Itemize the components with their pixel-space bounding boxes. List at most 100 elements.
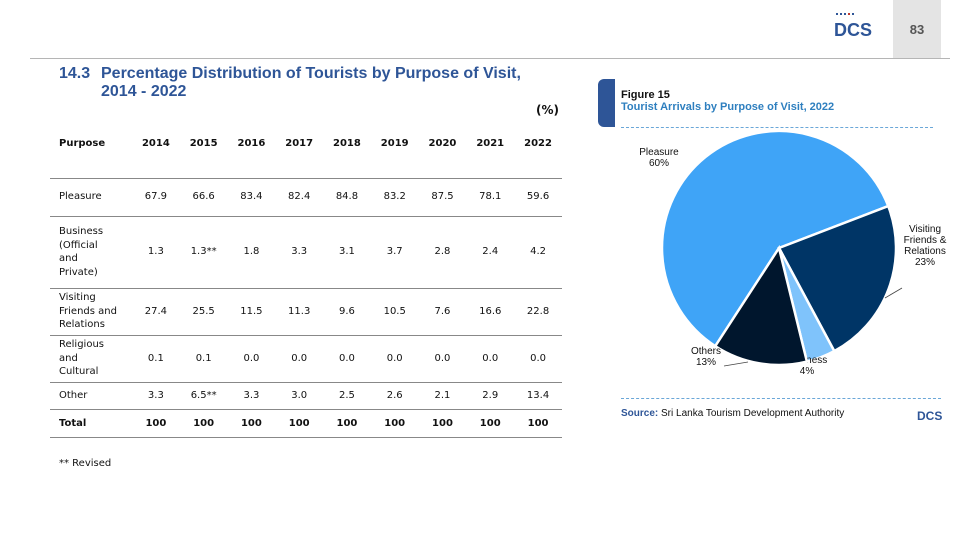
value-cell: 100 [514, 409, 562, 438]
value-cell: 16.6 [466, 288, 515, 336]
header-year: 2022 [524, 137, 552, 149]
value-cell: 10.5 [370, 288, 419, 336]
value-cell: 0.0 [418, 335, 467, 383]
value-cell: 0.0 [370, 335, 419, 383]
header-year: 2021 [476, 137, 505, 149]
pie-label: Visiting Friends & Relations 23% [904, 224, 947, 268]
value-cell: 13.4 [514, 382, 562, 410]
section-number: 14.3 [59, 65, 91, 82]
purpose-cell: Business (Official and Private) [50, 216, 132, 289]
header-divider [30, 58, 950, 59]
purpose-cell: Religious and Cultural [50, 335, 132, 383]
table-row: Business (Official and Private) 1.3 1.3** 1.8 3… [50, 216, 562, 289]
header-year: 2017 [285, 137, 314, 149]
value-cell: 3.3 [275, 216, 324, 289]
value-cell: 100 [466, 409, 515, 438]
source-label: Source: [621, 408, 659, 419]
table-header-row: Purpose 2014 2015 2016 2017 2018 2019 2020 2021 2… [50, 128, 562, 158]
value-cell: 100 [132, 409, 180, 438]
value-cell: 100 [275, 409, 324, 438]
purpose-cell: Visiting Friends and Relations [50, 288, 132, 336]
pie-slice-others [713, 244, 809, 367]
value-cell: 66.6 [179, 178, 228, 217]
table-row: Religious and Cultural 0.1 0.1 0.0 0.0 0.0 0.0 0.… [50, 335, 562, 383]
header-year: 2015 [189, 137, 218, 149]
figure-accent-bar [598, 79, 615, 127]
value-cell: 2.1 [418, 382, 467, 410]
purpose-table: Purpose 2014 2015 2016 2017 2018 2019 2020 2021 2… [50, 128, 562, 438]
header-year: 2014 [141, 137, 170, 149]
value-cell: 2.5 [323, 382, 371, 410]
value-cell: 100 [370, 409, 419, 438]
value-cell: 59.6 [514, 178, 562, 217]
section-title-line2: 2014 - 2022 [101, 83, 187, 100]
value-cell: 0.0 [514, 335, 562, 383]
value-cell: 82.4 [275, 178, 324, 217]
source-text: Sri Lanka Tourism Development Authority [661, 408, 845, 419]
value-cell: 3.7 [370, 216, 419, 289]
pie-label: Others 13% [691, 346, 721, 368]
value-cell: 11.3 [275, 288, 324, 336]
value-cell: 22.8 [514, 288, 562, 336]
purpose-cell: Total [50, 409, 132, 438]
table-total-row: Total 100 100 100 100 100 100 100 100 100 [50, 409, 562, 438]
value-cell: 0.0 [323, 335, 371, 383]
value-cell: 100 [418, 409, 467, 438]
logo-small-text: DCS [917, 409, 942, 421]
value-cell: 83.4 [227, 178, 276, 217]
header-year: 2018 [333, 137, 361, 149]
dcs-logo-small: DCS [917, 409, 942, 421]
value-cell: 1.3 [132, 216, 180, 289]
table-row: Pleasure 67.9 66.6 83.4 82.4 84.8 83.2 87.5 78.1… [50, 178, 562, 217]
value-cell: 9.6 [323, 288, 371, 336]
value-cell: 83.2 [370, 178, 419, 217]
value-cell: 11.5 [227, 288, 276, 336]
logo-text: DCS [834, 20, 872, 38]
value-cell: 1.8 [227, 216, 276, 289]
value-cell: 78.1 [466, 178, 515, 217]
value-cell: 100 [323, 409, 371, 438]
value-cell: 2.4 [466, 216, 515, 289]
figure-source: Source: Sri Lanka Tourism Development Au… [621, 408, 844, 419]
section-title: 14.3 Percentage Distribution of Tourists … [59, 65, 559, 101]
value-cell: 3.3 [132, 382, 180, 410]
pie-chart: Pleasure 60% Visiting Friends & Relations 23%… [639, 130, 947, 377]
unit-label: (%) [536, 103, 559, 117]
value-cell: 6.5** [179, 382, 228, 410]
header-purpose: Purpose [59, 137, 106, 149]
pie-slice-pleasure [660, 130, 890, 348]
value-cell: 3.1 [323, 216, 371, 289]
value-cell: 0.1 [132, 335, 180, 383]
purpose-cell: Other [50, 382, 132, 410]
value-cell: 1.3** [179, 216, 228, 289]
pie-leader-line [884, 287, 903, 299]
page-number: 83 [909, 21, 925, 37]
pie-leader-line [723, 361, 749, 367]
header-year: 2016 [237, 137, 266, 149]
value-cell: 100 [227, 409, 276, 438]
value-cell: 0.1 [179, 335, 228, 383]
purpose-cell: Pleasure [50, 178, 132, 217]
value-cell: 87.5 [418, 178, 467, 217]
figure-top-divider [621, 127, 933, 128]
figure-bottom-divider [621, 398, 941, 399]
value-cell: 0.0 [227, 335, 276, 383]
dcs-logo: DCS [834, 13, 872, 38]
value-cell: 0.0 [466, 335, 515, 383]
value-cell: 0.0 [275, 335, 324, 383]
table-header-spacer [50, 158, 562, 179]
footnote: ** Revised [59, 458, 112, 469]
pie-label: Pleasure 60% [639, 147, 679, 169]
value-cell: 4.2 [514, 216, 562, 289]
page-number-box: 83 [893, 0, 941, 58]
value-cell: 7.6 [418, 288, 467, 336]
value-cell: 27.4 [132, 288, 180, 336]
value-cell: 2.8 [418, 216, 467, 289]
value-cell: 2.9 [466, 382, 515, 410]
value-cell: 67.9 [132, 178, 180, 217]
figure-label: Figure 15 [621, 89, 670, 101]
value-cell: 3.3 [227, 382, 276, 410]
header-year: 2020 [428, 137, 457, 149]
pie-slice-visiting-friends-relations [777, 204, 898, 353]
header-year: 2019 [380, 137, 409, 149]
